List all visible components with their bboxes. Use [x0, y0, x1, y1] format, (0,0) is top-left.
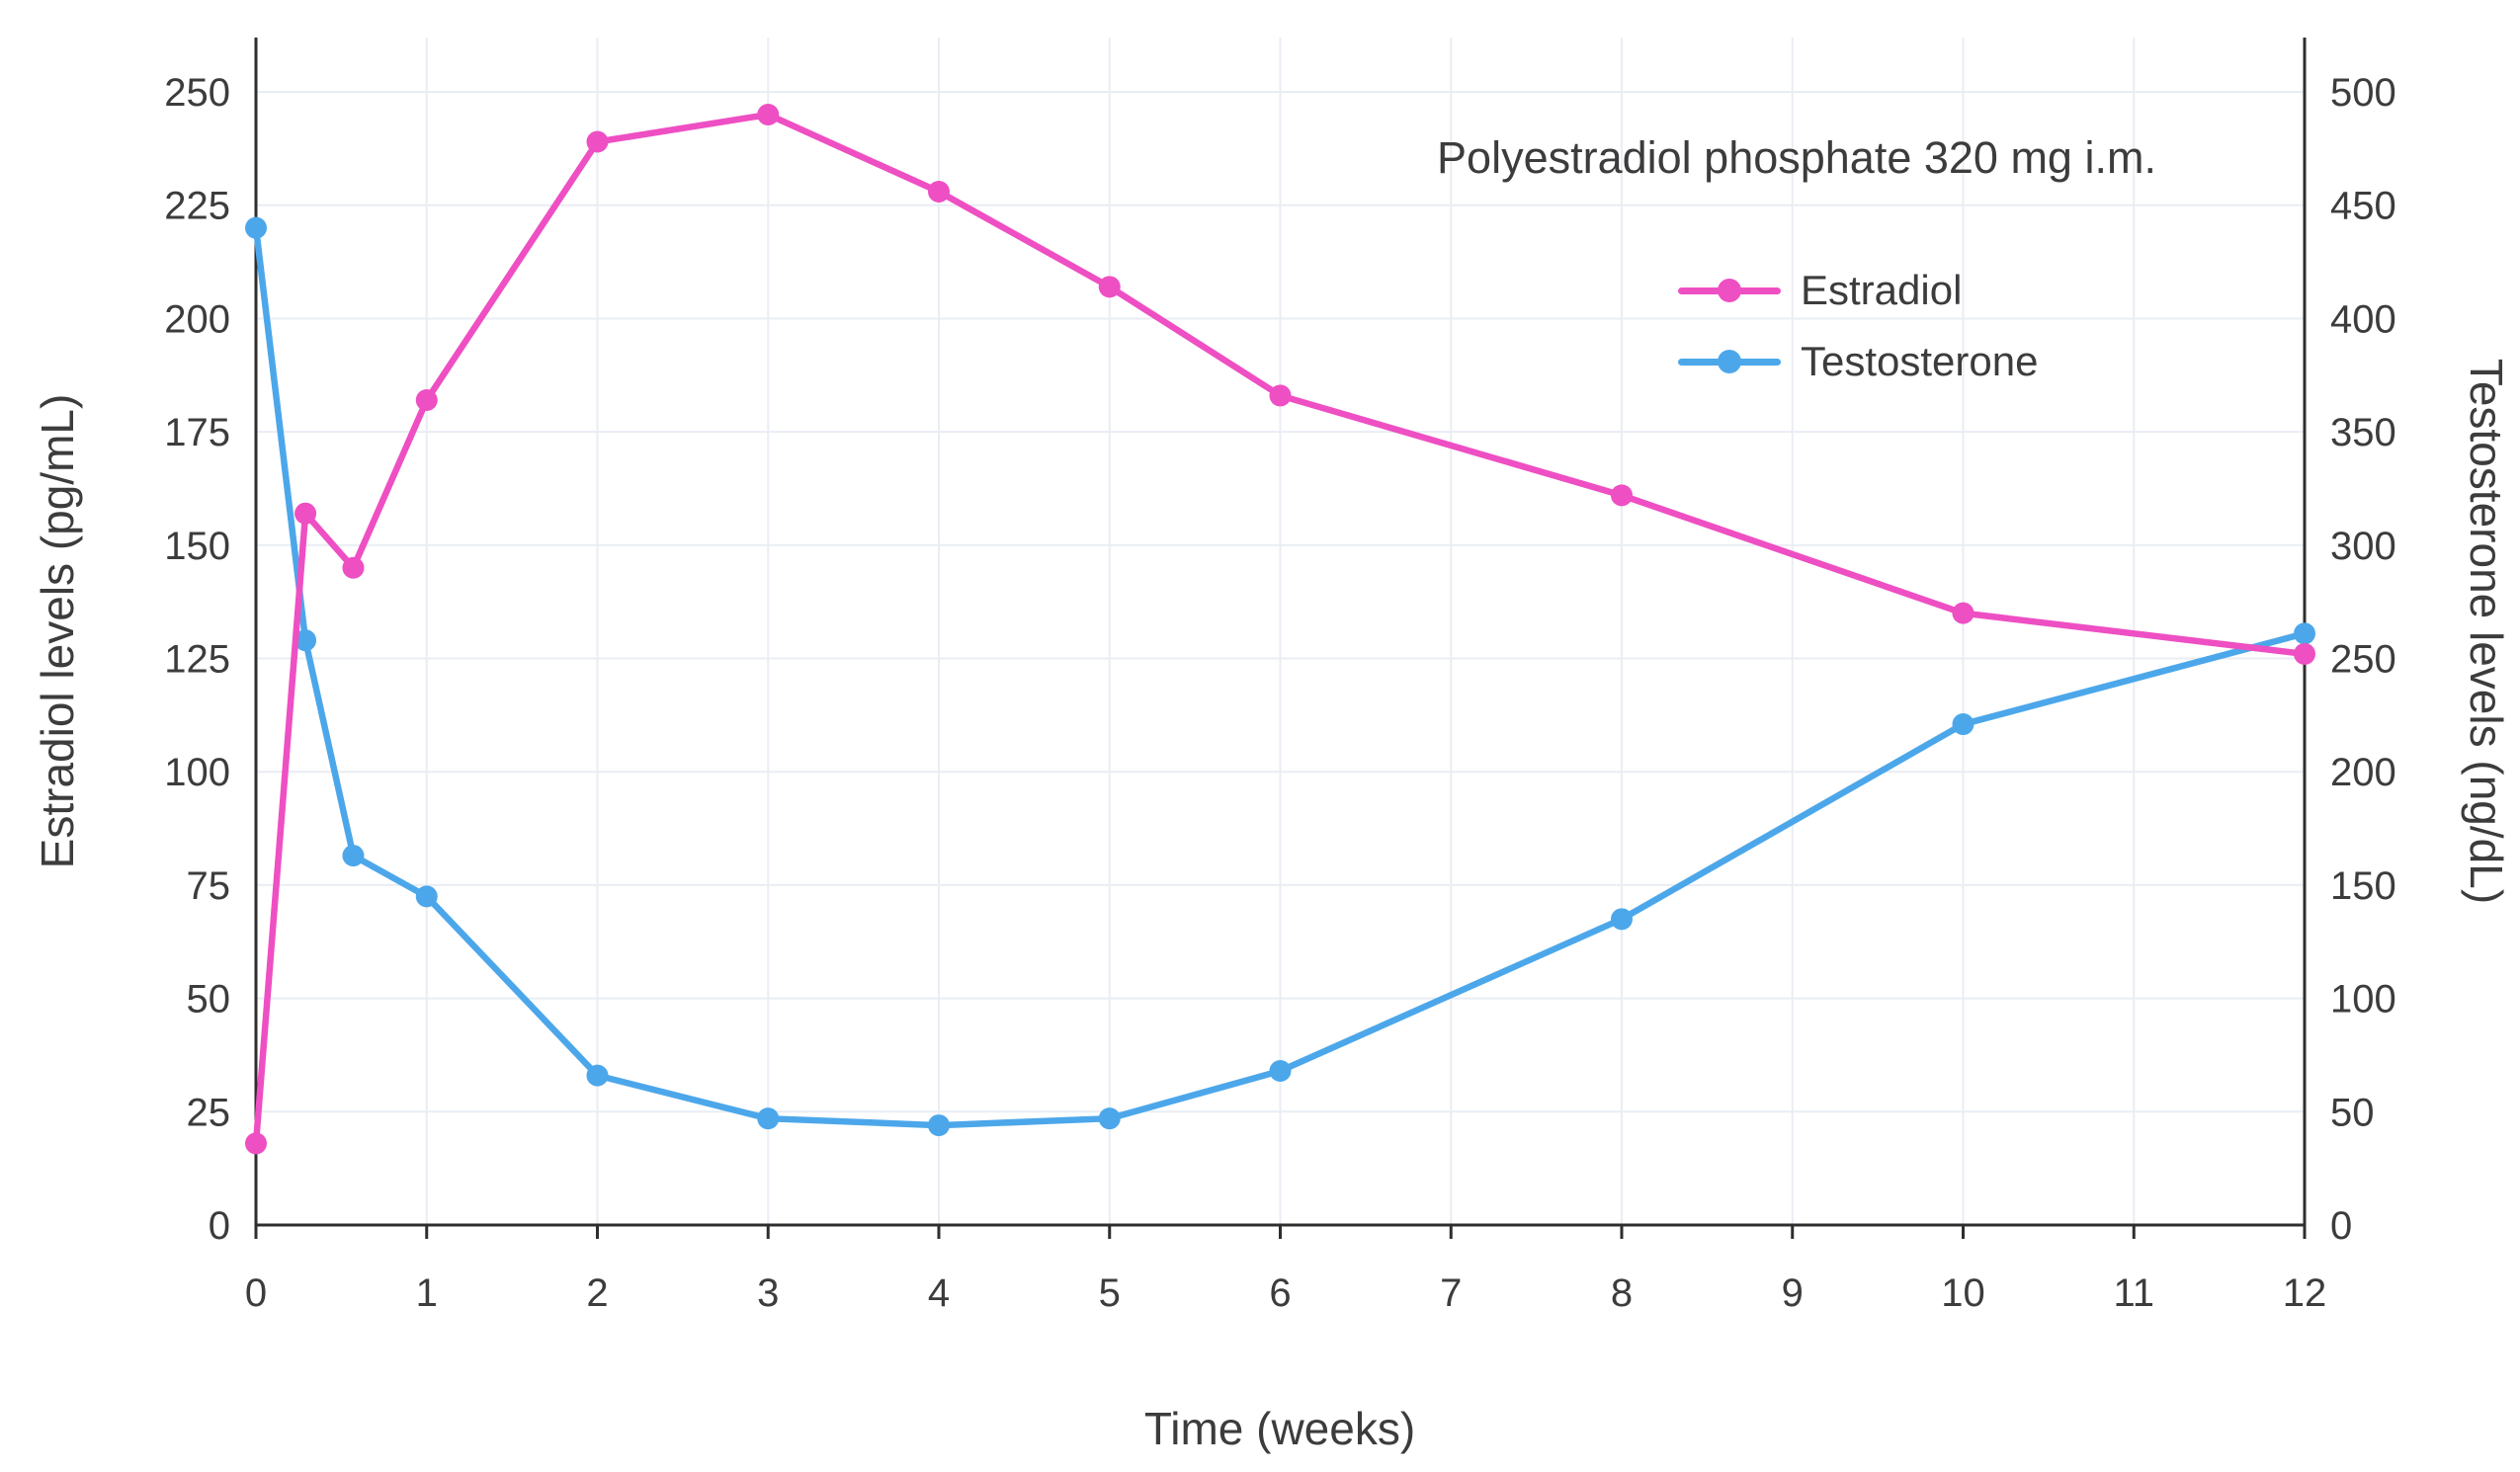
y-right-tick-label: 200 — [2330, 751, 2396, 794]
estradiol-marker — [757, 103, 780, 125]
y-left-tick-label: 75 — [187, 864, 231, 908]
y-right-tick-label: 450 — [2330, 185, 2396, 228]
testosterone-marker — [928, 1114, 950, 1137]
estradiol-marker — [415, 389, 438, 412]
x-tick-label: 12 — [2283, 1271, 2327, 1315]
x-tick-label: 11 — [2113, 1271, 2154, 1315]
x-tick-label: 2 — [586, 1271, 608, 1315]
y-right-tick-label: 250 — [2330, 638, 2396, 682]
y-right-tick-label: 50 — [2330, 1091, 2375, 1134]
annotation-title: Polyestradiol phosphate 320 mg i.m. — [1437, 132, 2156, 183]
y-left-tick-label: 125 — [164, 638, 230, 682]
y-left-tick-label: 175 — [164, 411, 230, 454]
estradiol-marker — [1098, 276, 1121, 298]
testosterone-marker — [586, 1064, 609, 1087]
x-tick-label: 10 — [1941, 1271, 1985, 1315]
x-tick-label: 3 — [757, 1271, 779, 1315]
legend: Estradiol Testosterone — [1678, 255, 2038, 397]
estradiol-marker — [342, 556, 365, 579]
testosterone-marker — [342, 845, 365, 867]
x-tick-label: 5 — [1099, 1271, 1121, 1315]
y-left-tick-label: 100 — [164, 751, 230, 794]
testosterone-marker — [1098, 1107, 1121, 1130]
y-left-tick-label: 50 — [187, 978, 231, 1022]
testosterone-line — [252, 224, 2309, 1129]
testosterone-legend-swatch — [1678, 350, 1781, 373]
testosterone-marker — [1611, 908, 1633, 931]
estradiol-marker — [1611, 484, 1633, 507]
testosterone-legend-marker-icon — [1718, 350, 1741, 373]
legend-item-testosterone[interactable]: Testosterone — [1678, 326, 2038, 397]
x-tick-label: 0 — [245, 1271, 267, 1315]
estradiol-marker — [294, 502, 317, 525]
estradiol-marker — [1269, 384, 1292, 407]
y-left-tick-label: 150 — [164, 525, 230, 568]
y-right-tick-label: 150 — [2330, 864, 2396, 908]
x-tick-label: 1 — [416, 1271, 438, 1315]
estradiol-legend-marker-icon — [1718, 279, 1741, 302]
estradiol-marker — [245, 1132, 267, 1155]
testosterone-marker — [245, 216, 267, 239]
y-right-tick-label: 300 — [2330, 525, 2396, 568]
testosterone-marker — [294, 629, 317, 652]
y-left-tick-label: 225 — [164, 185, 230, 228]
y-left-tick-label: 200 — [164, 297, 230, 341]
x-tick-label: 6 — [1269, 1271, 1291, 1315]
testosterone-marker — [757, 1107, 780, 1130]
x-tick-label: 9 — [1782, 1271, 1804, 1315]
legend-label-estradiol: Estradiol — [1801, 267, 1963, 313]
legend-label-testosterone: Testosterone — [1801, 338, 2039, 384]
estradiol-marker — [928, 180, 950, 203]
right-axis-title: Testosterone levels (ng/dL) — [2461, 358, 2512, 905]
left-axis-title: Estradiol levels (pg/mL) — [32, 393, 83, 869]
x-tick-label: 7 — [1440, 1271, 1462, 1315]
x-axis-title: Time (weeks) — [1143, 1403, 1416, 1454]
x-tick-label: 8 — [1611, 1271, 1633, 1315]
y-right-tick-label: 100 — [2330, 978, 2396, 1022]
estradiol-marker — [2294, 642, 2315, 665]
testosterone-marker — [1269, 1060, 1292, 1083]
estradiol-line — [252, 111, 2309, 1147]
estradiol-legend-swatch — [1678, 279, 1781, 302]
legend-item-estradiol[interactable]: Estradiol — [1678, 255, 2038, 326]
y-right-tick-label: 0 — [2330, 1204, 2352, 1248]
y-right-tick-label: 350 — [2330, 411, 2396, 454]
testosterone-marker — [1952, 713, 1974, 736]
testosterone-marker — [2294, 622, 2315, 645]
estradiol-marker — [586, 130, 609, 153]
y-right-tick-label: 500 — [2330, 71, 2396, 115]
estradiol-marker — [1952, 602, 1974, 624]
testosterone-marker — [415, 885, 438, 908]
x-tick-label: 4 — [928, 1271, 950, 1315]
y-left-tick-label: 250 — [164, 71, 230, 115]
y-left-tick-label: 25 — [187, 1091, 231, 1134]
y-right-tick-label: 400 — [2330, 297, 2396, 341]
y-left-tick-label: 0 — [209, 1204, 230, 1248]
